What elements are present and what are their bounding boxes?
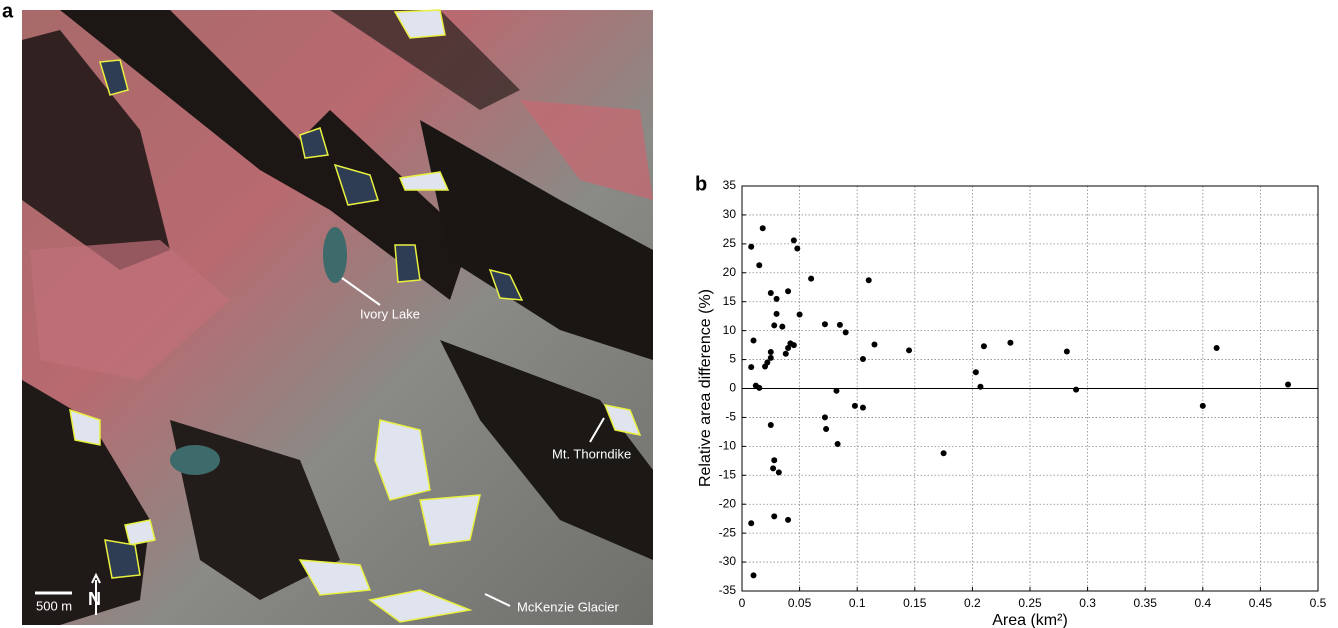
- y-tick-label: -5: [725, 410, 736, 424]
- point: [771, 322, 778, 329]
- x-axis-label: Area (km²): [992, 612, 1068, 628]
- y-tick-label: 0: [729, 381, 736, 395]
- point: [767, 421, 774, 428]
- point: [865, 277, 872, 284]
- y-tick-label: 10: [723, 323, 737, 337]
- point: [1199, 402, 1206, 409]
- x-tick-label: 0.45: [1249, 596, 1273, 610]
- point: [790, 342, 797, 349]
- point: [940, 450, 947, 457]
- point: [859, 355, 866, 362]
- y-tick-label: 20: [723, 265, 737, 279]
- point: [1073, 386, 1080, 393]
- point: [785, 345, 792, 351]
- point: [782, 350, 789, 357]
- satellite-image: [22, 9, 653, 625]
- panel-label: b: [695, 173, 707, 195]
- x-tick-label: 0: [739, 596, 746, 610]
- point: [767, 354, 774, 361]
- annotation: Ivory Lake: [360, 306, 420, 321]
- x-tick-label: 0.1: [849, 596, 866, 610]
- point: [779, 323, 786, 330]
- point: [771, 457, 778, 464]
- point: [833, 387, 840, 394]
- north-arrow: N: [88, 589, 101, 609]
- x-tick-label: 0.25: [1018, 596, 1042, 610]
- y-tick-label: -30: [719, 554, 737, 568]
- annotation: Mt. Thorndike: [552, 446, 631, 461]
- point: [834, 441, 841, 448]
- panel-label: a: [2, 0, 14, 22]
- point: [756, 384, 763, 391]
- point: [871, 341, 878, 348]
- x-tick-label: 0.4: [1194, 596, 1211, 610]
- point: [759, 225, 766, 232]
- point: [980, 343, 987, 350]
- point: [977, 383, 984, 390]
- point: [773, 295, 780, 302]
- point: [785, 288, 792, 295]
- y-tick-label: 15: [723, 294, 737, 308]
- point: [750, 572, 757, 579]
- point: [770, 465, 777, 472]
- point: [748, 364, 755, 371]
- point: [972, 369, 979, 376]
- point: [773, 310, 780, 317]
- point: [767, 349, 774, 356]
- annotations: Ivory Lake Mt. Thorndike McKenzie Glacie…: [36, 306, 631, 614]
- point: [794, 245, 801, 252]
- point: [790, 237, 797, 244]
- point: [785, 516, 792, 523]
- y-axis-label: Relative area difference (%): [697, 289, 714, 487]
- y-tick-label: -20: [719, 496, 737, 510]
- y-tick-label: -15: [719, 467, 737, 481]
- x-tick-label: 0.15: [903, 596, 927, 610]
- point: [750, 337, 757, 344]
- x-tick-label: 0.2: [964, 596, 981, 610]
- x-tick-label: 0.35: [1134, 596, 1158, 610]
- point: [796, 311, 803, 318]
- point: [764, 359, 771, 366]
- point: [748, 520, 755, 527]
- point: [767, 290, 774, 297]
- point: [821, 414, 828, 421]
- point: [1007, 339, 1014, 346]
- y-tick-label: 5: [729, 352, 736, 366]
- x-tick-label: 0.05: [788, 596, 812, 610]
- point: [851, 402, 858, 409]
- x-tick-label: 0.3: [1079, 596, 1096, 610]
- scale-bar-label: 500 m: [36, 598, 72, 613]
- point: [842, 329, 849, 336]
- annotation: McKenzie Glacier: [517, 599, 620, 614]
- y-tick-label: 30: [723, 207, 737, 221]
- point: [748, 243, 755, 250]
- y-tick-label: -25: [719, 525, 737, 539]
- x-tick-label: 0.5: [1310, 596, 1327, 610]
- y-tick-label: -35: [719, 583, 737, 597]
- point: [808, 275, 815, 282]
- point: [771, 513, 778, 520]
- point: [1213, 345, 1220, 351]
- y-tick-label: 25: [723, 236, 737, 250]
- leaders: [35, 277, 605, 615]
- point: [859, 404, 866, 411]
- y-tick-label: 35: [723, 178, 737, 192]
- point: [906, 347, 913, 354]
- point: [775, 469, 782, 476]
- point: [756, 262, 763, 269]
- point: [821, 321, 828, 328]
- point: [1063, 348, 1070, 355]
- point: [836, 321, 843, 328]
- y-tick-label: -10: [719, 439, 737, 453]
- point: [823, 426, 830, 432]
- point: [1285, 381, 1292, 388]
